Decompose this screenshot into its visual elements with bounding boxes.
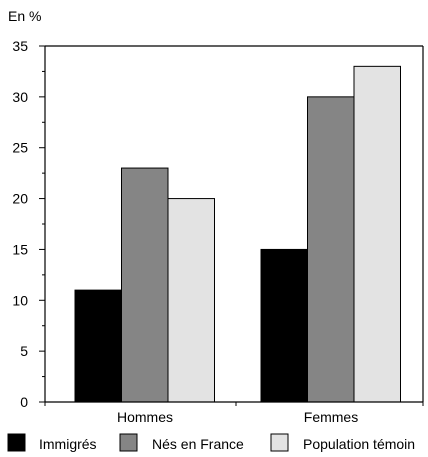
bar-nes-en-france-hommes (121, 167, 169, 403)
legend-swatch (119, 433, 138, 452)
legend: Immigrés Nés en France Population témoin (7, 433, 415, 452)
x-category-label: Femmes (304, 409, 358, 425)
plot-frame (44, 45, 424, 406)
x-axis-labels: Hommes Femmes (117, 409, 358, 425)
y-tick-label: 15 (12, 241, 28, 257)
legend-swatch (7, 433, 26, 452)
bars (74, 65, 401, 403)
y-axis-ticks: 0 5 10 15 20 25 30 35 (12, 38, 45, 410)
legend-item-population-temoin: Population témoin (270, 433, 415, 452)
legend-item-nes-en-france: Nés en France (119, 433, 244, 452)
bar-population-temoin-femmes (353, 65, 401, 403)
y-tick-label: 30 (12, 89, 28, 105)
y-tick-label: 10 (12, 292, 28, 308)
legend-label: Immigrés (39, 436, 97, 452)
bar-population-temoin-hommes (167, 198, 215, 403)
legend-swatch (270, 433, 289, 452)
y-tick-label: 0 (20, 394, 28, 410)
bar-immigres-femmes (260, 248, 308, 403)
bar-nes-en-france-femmes (307, 96, 355, 403)
x-category-label: Hommes (117, 409, 173, 425)
bar-immigres-hommes (74, 289, 122, 403)
y-tick-label: 20 (12, 191, 28, 207)
legend-label: Nés en France (152, 436, 244, 452)
y-tick-label: 35 (12, 38, 28, 54)
legend-label: Population témoin (303, 436, 415, 452)
y-tick-label: 25 (12, 140, 28, 156)
legend-item-immigres: Immigrés (7, 433, 97, 452)
y-axis-title: En % (8, 8, 41, 24)
y-tick-label: 5 (20, 343, 28, 359)
